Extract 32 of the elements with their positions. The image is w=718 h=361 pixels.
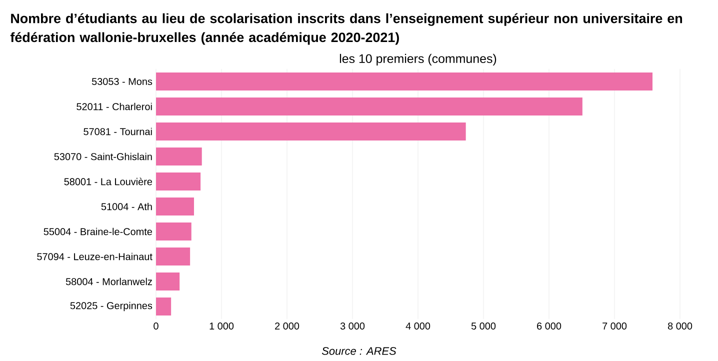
x-tick-label: 3 000 [340,322,365,330]
bar [156,98,582,116]
x-tick-label: 4 000 [406,322,430,330]
source-note: Source : ARES [322,347,396,355]
bar [156,172,201,191]
y-tick-label: 51004 - Ath [101,202,152,210]
x-tick-label: 5 000 [471,322,496,330]
bar [156,222,192,241]
chart-title: Nombre d’étudiants au lieu de scolarisation inscrits dans l’enseignement supérieur non universitaire en fédération wallonie-bruxelles (année académique 2020-2021) [10,13,682,45]
x-tick-label: 0 [154,322,158,330]
bar [156,298,172,316]
bar [156,122,466,141]
x-tick-label: 1 000 [210,322,234,330]
bar [156,148,202,166]
bar [156,72,652,91]
y-tick-label: 57081 - Tournai [84,128,152,136]
bar [156,198,194,216]
y-tick-label: 55004 - Braine-le-Comte [44,228,152,236]
bar [156,272,180,291]
x-tick-label: 7 000 [602,322,627,330]
y-tick-label: 52025 - Gerpinnes [70,302,152,312]
chart-subtitle: les 10 premiers (communes) [340,54,496,66]
y-tick-label: 53070 - Saint-Ghislain [54,152,152,160]
x-tick-label: 8 000 [668,322,692,330]
bar [156,248,190,266]
y-tick-label: 52011 - Charleroi [76,102,152,110]
y-tick-label: 57094 - Leuze-en-Hainaut [37,252,152,260]
x-tick-label: 2 000 [275,322,300,330]
x-tick-label: 6 000 [537,322,562,330]
y-tick-label: 58001 - La Louvière [64,178,152,186]
y-tick-label: 53053 - Mons [92,78,152,86]
y-tick-label: 58004 - Morlanwelz [66,278,152,286]
